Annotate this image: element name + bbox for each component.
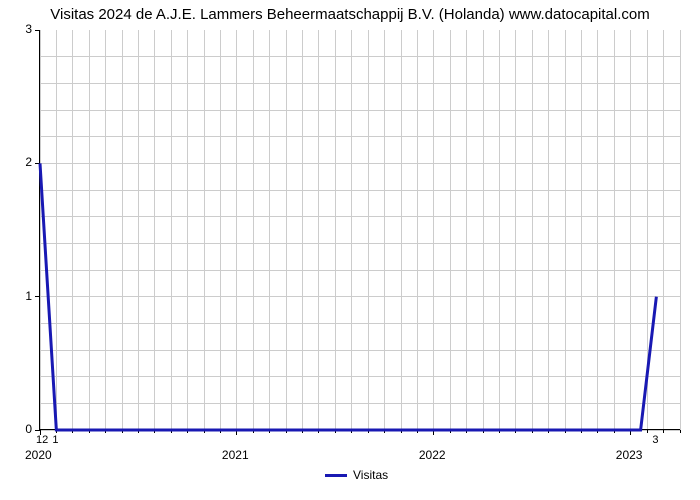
x-tick-label: 2022 <box>419 448 446 462</box>
x-minor-tick <box>680 430 681 433</box>
x-tick-label: 2020 <box>25 448 52 462</box>
chart-container: Visitas 2024 de A.J.E. Lammers Beheermaa… <box>0 0 700 500</box>
legend-label: Visitas <box>353 468 388 482</box>
x-secondary-label: 1 <box>52 434 58 446</box>
legend: Visitas <box>325 468 388 482</box>
legend-swatch <box>325 474 347 477</box>
chart-title: Visitas 2024 de A.J.E. Lammers Beheermaa… <box>0 6 700 23</box>
plot-area <box>40 30 680 430</box>
x-minor-tick <box>40 430 41 433</box>
x-secondary-label: 12 <box>36 434 48 446</box>
x-minor-tick <box>663 430 664 433</box>
series-line <box>40 163 656 430</box>
y-tick-label: 1 <box>25 289 32 303</box>
y-tick-label: 3 <box>25 22 32 36</box>
x-secondary-label: 3 <box>652 434 658 446</box>
x-tick-label: 2023 <box>616 448 643 462</box>
x-minor-tick <box>647 430 648 433</box>
y-tick-label: 0 <box>25 422 32 436</box>
y-tick-label: 2 <box>25 155 32 169</box>
x-tick-label: 2021 <box>222 448 249 462</box>
series-layer <box>40 30 680 430</box>
